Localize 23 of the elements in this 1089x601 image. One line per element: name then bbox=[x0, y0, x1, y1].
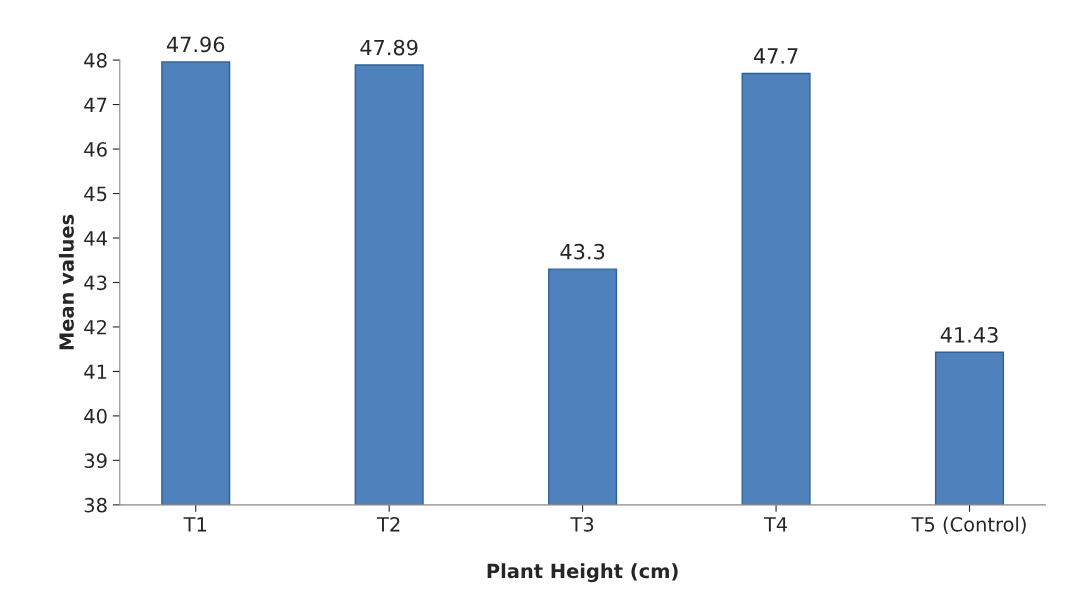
y-tick-label: 44 bbox=[84, 231, 107, 246]
y-tick-label: 42 bbox=[84, 319, 107, 335]
y-tick-label: 45 bbox=[84, 186, 107, 202]
y-tick-label: 43 bbox=[84, 275, 107, 291]
data-label: 47.89 bbox=[360, 39, 418, 56]
y-tick-label: 41 bbox=[84, 364, 107, 379]
x-tick-label: T2 bbox=[376, 516, 400, 532]
x-tick-label: T4 bbox=[763, 517, 788, 532]
data-label: 41.43 bbox=[940, 326, 998, 343]
x-tick-label: T5 (Control) bbox=[911, 516, 1026, 534]
y-tick-label: 48 bbox=[84, 53, 107, 68]
y-tick-label: 38 bbox=[84, 497, 107, 513]
x-tick-label: T3 bbox=[570, 516, 594, 532]
x-tick-label: T1 bbox=[183, 517, 207, 532]
x-axis-title: Plant Height (cm) bbox=[487, 563, 678, 583]
data-label: 47.96 bbox=[166, 36, 225, 53]
y-axis-title: Mean values bbox=[58, 214, 74, 350]
data-label: 43.3 bbox=[560, 243, 605, 260]
y-tick-label: 39 bbox=[84, 453, 107, 469]
y-tick-label: 46 bbox=[84, 142, 107, 157]
y-tick-label: 40 bbox=[84, 408, 107, 424]
y-tick-label: 47 bbox=[84, 97, 107, 112]
data-label: 47.7 bbox=[753, 48, 798, 64]
